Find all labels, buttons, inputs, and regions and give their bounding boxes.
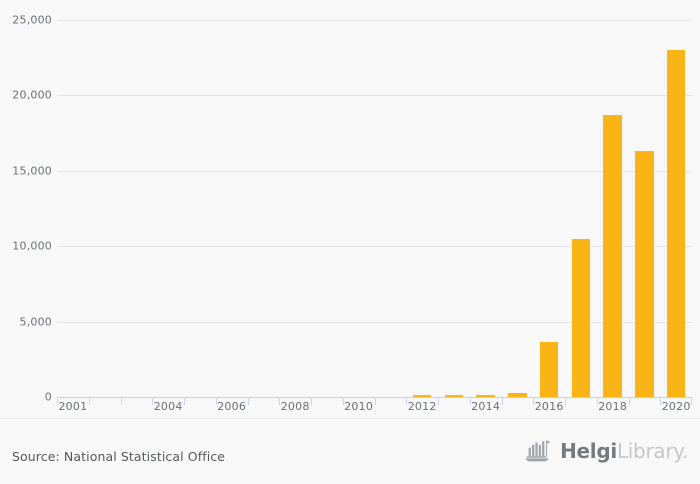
x-tick-mark: [438, 397, 439, 405]
x-tick-label: 2016: [534, 400, 564, 413]
logo-primary-text: Helgi: [560, 439, 617, 463]
gridline: [57, 95, 692, 96]
bar[interactable]: [508, 393, 527, 397]
x-tick-label: 2008: [280, 400, 310, 413]
x-tick-mark: [152, 397, 154, 405]
x-tick-mark: [215, 397, 217, 405]
x-tick-mark: [691, 397, 692, 405]
x-tick-mark: [469, 397, 471, 405]
x-tick-label: 2012: [407, 400, 437, 413]
helgi-library-mark-icon: [525, 440, 551, 462]
gridline: [57, 321, 692, 323]
x-tick-label: 2006: [217, 400, 247, 413]
x-tick-mark: [342, 397, 344, 405]
x-tick-label: 2001: [58, 400, 88, 413]
bar[interactable]: [476, 395, 495, 397]
x-tick-mark: [279, 397, 281, 405]
x-tick-label: 2004: [153, 400, 183, 413]
chart-footer: Source: National Statistical Office Helg…: [0, 418, 700, 484]
bar-series: [57, 0, 692, 418]
bar[interactable]: [603, 115, 622, 397]
x-tick-mark: [406, 397, 408, 405]
gridline: [57, 19, 692, 21]
y-tick-label: 25,000: [12, 13, 52, 26]
x-tick-label: 2018: [598, 400, 628, 413]
gridline: [57, 246, 692, 247]
y-tick-label: 10,000: [12, 239, 52, 253]
x-tick-mark: [565, 397, 566, 405]
x-tick-mark: [88, 397, 90, 405]
x-tick-mark: [311, 397, 312, 405]
bar[interactable]: [666, 49, 686, 397]
x-tick-label: 2020: [661, 400, 691, 413]
bar[interactable]: [539, 341, 559, 397]
x-tick-mark: [374, 397, 376, 405]
chart-plot-area: 0 5,000 10,000 15,000 20,000 25,000 2001 2004 2…: [0, 0, 692, 418]
helgi-library-logo[interactable]: HelgiLibrary.: [523, 439, 688, 463]
x-axis-tick-marks: [57, 397, 692, 405]
x-tick-mark: [628, 397, 630, 405]
source-label: Source: National Statistical Office: [12, 449, 226, 464]
logo-secondary-text: Library: [616, 439, 682, 463]
x-tick-mark: [533, 397, 535, 405]
logo-wordmark: HelgiLibrary.: [560, 441, 688, 461]
bar[interactable]: [412, 395, 432, 397]
y-tick-label: 0: [44, 390, 52, 404]
x-tick-mark: [247, 397, 249, 405]
y-tick-label: 20,000: [12, 88, 52, 102]
x-tick-label: 2010: [344, 400, 374, 413]
logo-dot: .: [681, 439, 688, 463]
bar[interactable]: [635, 150, 654, 397]
x-tick-mark: [660, 397, 662, 405]
gridline: [57, 170, 692, 172]
bar[interactable]: [444, 395, 464, 397]
x-tick-mark: [120, 397, 122, 405]
x-axis: 2001 2004 2006 2008 2010 2012 2014 2016 2018 2020: [57, 400, 692, 418]
bar[interactable]: [571, 239, 591, 397]
x-tick-mark: [57, 397, 58, 405]
x-tick-mark: [501, 397, 503, 405]
chart-grid: [57, 0, 692, 418]
y-tick-label: 5,000: [19, 315, 52, 328]
x-tick-mark: [184, 397, 185, 405]
y-tick-label: 15,000: [12, 164, 52, 177]
x-tick-label: 2014: [471, 400, 501, 413]
x-tick-mark: [596, 397, 598, 405]
y-axis: 0 5,000 10,000 15,000 20,000 25,000: [0, 0, 52, 418]
